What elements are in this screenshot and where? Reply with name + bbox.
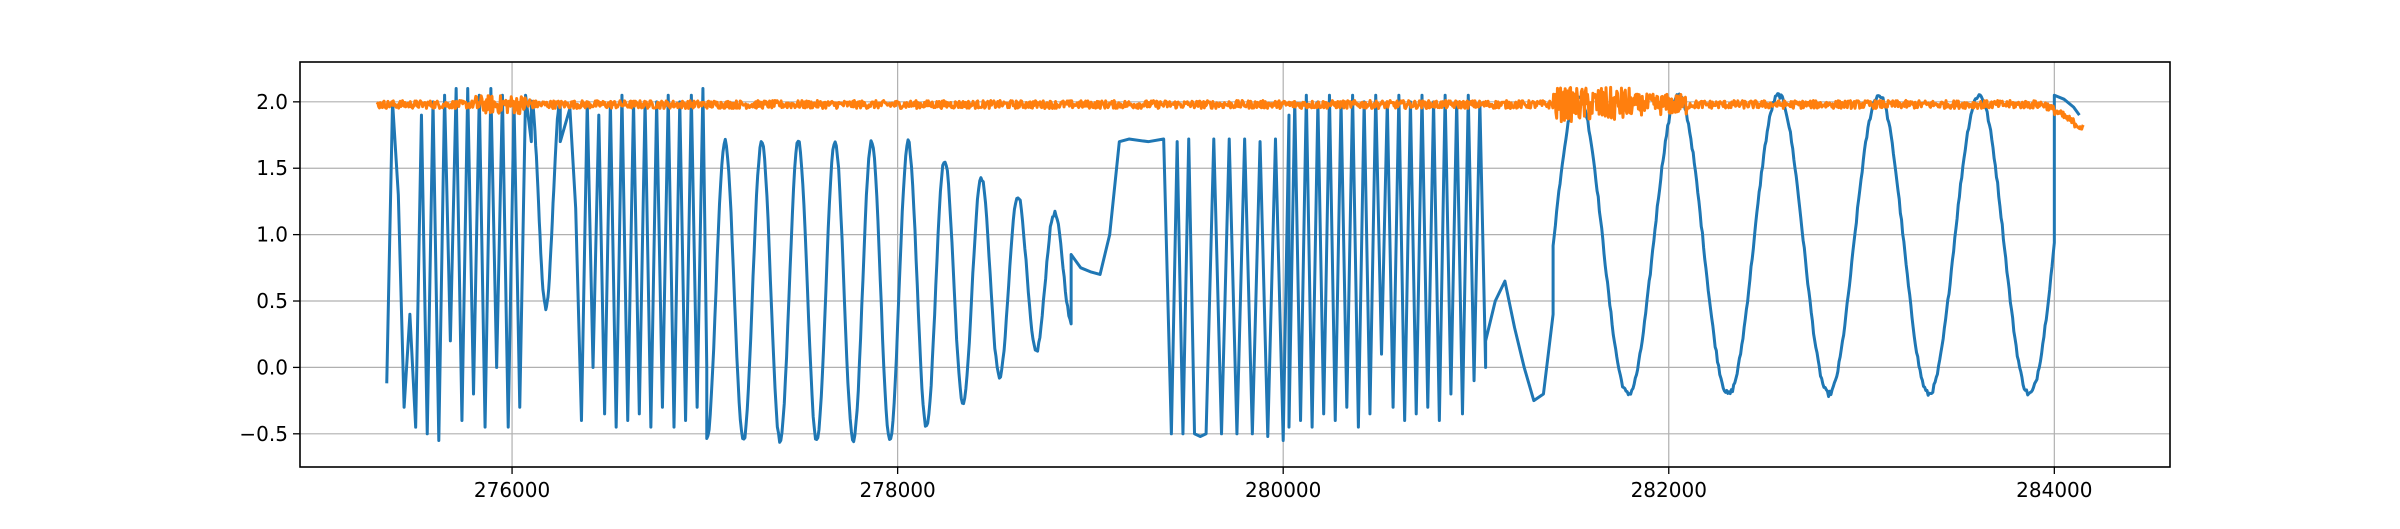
y-tick-label: 2.0 [256,90,288,114]
x-tick-label: 278000 [859,478,935,502]
x-tick-label: 284000 [2016,478,2092,502]
y-tick-label: 1.5 [256,156,288,180]
x-tick-label: 280000 [1245,478,1321,502]
x-tick-label: 282000 [1631,478,1707,502]
series-line-1 [385,87,2081,444]
plot-area [375,85,2085,444]
y-tick-label: 1.0 [256,223,288,247]
axes-frame [299,61,2171,468]
x-axis-ticks: 276000 278000 280000 282000 284000 [474,467,2093,502]
y-tick-label: 0.0 [256,355,288,379]
y-tick-label: −0.5 [239,422,288,446]
y-axis-ticks: −0.5 0.0 0.5 1.0 1.5 2.0 [239,90,300,446]
x-tick-label: 276000 [474,478,550,502]
y-tick-label: 0.5 [256,289,288,313]
series-line-2 [375,85,2085,131]
